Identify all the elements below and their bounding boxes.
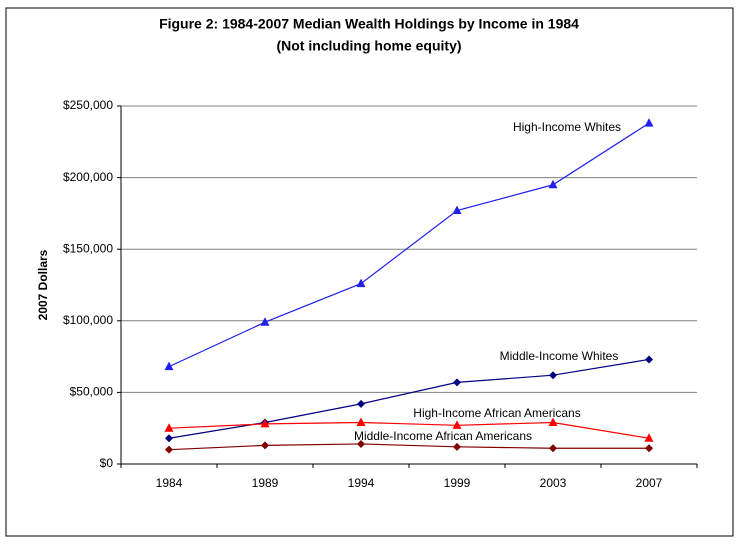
y-tick-label: $150,000 — [63, 241, 113, 255]
x-tick-label: 1999 — [444, 476, 471, 490]
y-tick-label: $0 — [100, 456, 114, 470]
data-point — [357, 439, 365, 448]
data-point — [452, 205, 462, 215]
data-point — [164, 423, 174, 432]
series-label: Middle-Income African Americans — [354, 429, 532, 443]
x-tick-label: 2007 — [636, 476, 663, 490]
series-label: High-Income African Americans — [413, 406, 580, 420]
y-tick-label: $200,000 — [63, 170, 113, 184]
series-line — [168, 421, 650, 439]
x-tick-label: 2003 — [540, 476, 567, 490]
data-point — [548, 179, 558, 189]
x-tick-label: 1984 — [156, 476, 183, 490]
y-axis-title: 2007 Dollars — [36, 249, 50, 320]
series-label: Middle-Income Whites — [500, 349, 619, 363]
data-point — [165, 445, 173, 454]
data-point — [453, 378, 461, 387]
data-point — [356, 417, 366, 426]
data-point — [164, 361, 174, 371]
data-point — [645, 355, 653, 364]
data-point — [548, 417, 558, 426]
data-point — [261, 441, 269, 450]
data-point — [356, 278, 366, 288]
series-label: High-Income Whites — [513, 120, 621, 134]
data-point — [549, 444, 557, 453]
data-point — [260, 418, 270, 428]
chart-title: Figure 2: 1984-2007 Median Wealth Holdin… — [159, 16, 579, 32]
y-tick-label: $100,000 — [63, 313, 113, 327]
chart-frame — [5, 7, 734, 537]
y-tick-label: $50,000 — [70, 385, 114, 399]
series-line — [168, 122, 650, 368]
data-point — [165, 434, 173, 443]
x-tick-label: 1994 — [348, 476, 375, 490]
data-point — [260, 317, 270, 326]
data-point — [549, 371, 557, 380]
data-point — [644, 118, 654, 127]
data-point — [644, 433, 654, 442]
data-point — [645, 444, 653, 453]
data-point — [357, 399, 365, 408]
series-line — [168, 443, 649, 451]
chart-subtitle: (Not including home equity) — [276, 38, 461, 54]
y-tick-label: $250,000 — [63, 98, 113, 112]
x-tick-label: 1989 — [252, 476, 279, 490]
data-point — [453, 442, 461, 451]
data-point — [452, 420, 462, 429]
